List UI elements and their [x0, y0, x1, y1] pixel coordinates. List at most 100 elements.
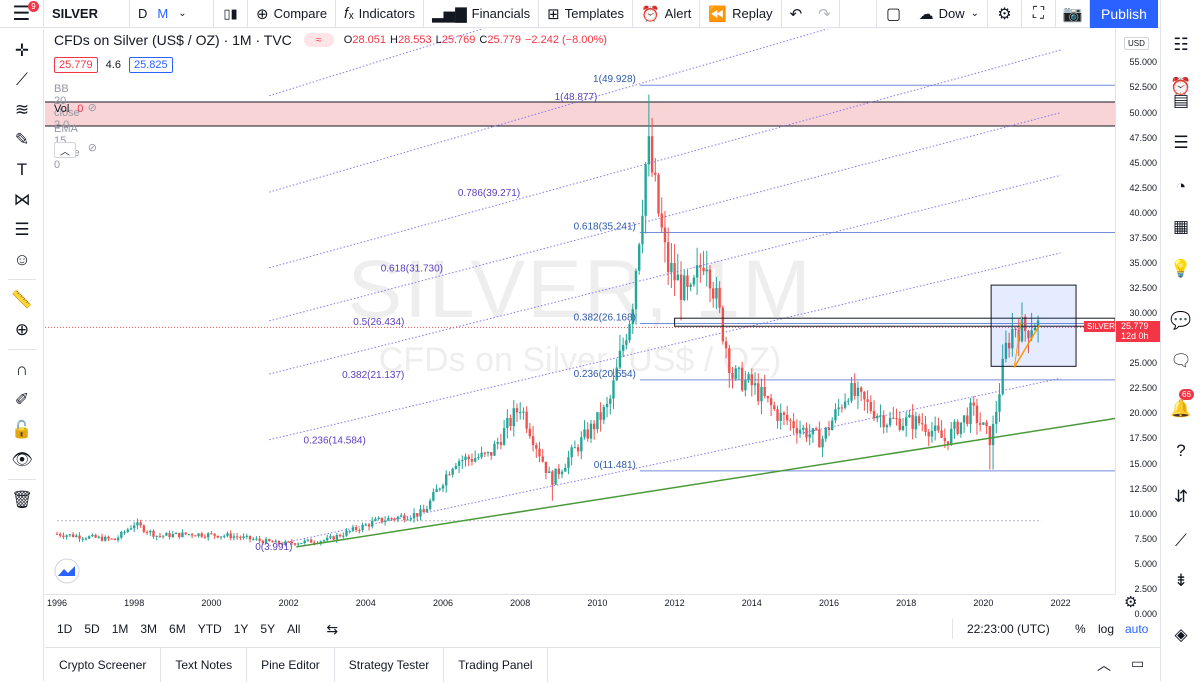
- trend-line-icon[interactable]: ⟋: [16, 70, 28, 89]
- magnet-icon[interactable]: ∩: [15, 360, 29, 379]
- alarm-clock-icon: ⏰: [640, 5, 660, 23]
- watchlist-icon[interactable]: ☷: [1173, 35, 1189, 54]
- symbol-search-button[interactable]: SILVER: [44, 0, 130, 28]
- range-buttons: 1D 5D 1M 3M 6M YTD 1Y 5Y All: [45, 622, 300, 636]
- layout-select-button[interactable]: ▢: [877, 0, 911, 28]
- log-toggle[interactable]: log: [1098, 622, 1115, 636]
- price-axis[interactable]: USD 55.000 52.500 50.000 47.500 45.000 42.500…: [1115, 29, 1161, 619]
- time-axis[interactable]: 1996 1998 2000 2002 2004 2006 2008 2010 2012 2014…: [45, 594, 1115, 612]
- eye-off-icon[interactable]: ⊘: [87, 101, 97, 114]
- order-panel-icon[interactable]: ⇟: [1173, 571, 1189, 590]
- undo-button[interactable]: ↶: [782, 0, 811, 28]
- eye-off-icon[interactable]: ⊘: [87, 141, 97, 154]
- ask-button[interactable]: 25.825: [128, 57, 173, 73]
- bottom-tab-strategy-tester[interactable]: Strategy Tester: [335, 647, 445, 682]
- interval-selector[interactable]: D M ⌄: [130, 0, 214, 28]
- help-icon[interactable]: ?: [1176, 441, 1186, 460]
- streams-icon[interactable]: 🗨: [1170, 351, 1192, 370]
- replay-button[interactable]: ⏪ Replay: [700, 0, 782, 28]
- candle-body: [261, 540, 265, 544]
- financials-button[interactable]: ▂▅▇ Financials: [424, 0, 540, 28]
- range-button-1y[interactable]: 1Y: [233, 622, 249, 636]
- pattern-tool-icon[interactable]: ⋈: [13, 190, 31, 209]
- trash-icon[interactable]: 🗑: [11, 490, 33, 509]
- script-icon[interactable]: ⟋: [1175, 531, 1187, 550]
- range-button-3m[interactable]: 3M: [140, 622, 158, 636]
- chart-style-button[interactable]: ▯▮: [214, 0, 248, 28]
- saved-layout-button[interactable]: ☁ Dow ⌄: [911, 0, 988, 28]
- ruler-icon[interactable]: 📏: [11, 290, 33, 309]
- candle-body: [493, 443, 496, 456]
- range-button-5y[interactable]: 5Y: [260, 622, 276, 636]
- data-window-icon[interactable]: ☰: [1173, 133, 1189, 152]
- lock-drawing-icon[interactable]: ✐: [14, 390, 30, 409]
- volume-indicator-row[interactable]: Vol 0: [54, 103, 83, 115]
- fullscreen-button[interactable]: ⛶: [1022, 0, 1056, 28]
- interval-daily[interactable]: D: [138, 6, 148, 21]
- range-button-5d[interactable]: 5D: [84, 622, 100, 636]
- crosshair-icon[interactable]: ✛: [14, 41, 30, 60]
- dom-icon[interactable]: ⇵: [1173, 487, 1189, 506]
- range-button-6m[interactable]: 6M: [169, 622, 186, 636]
- candle-body: [975, 405, 979, 424]
- layout-name: Dow: [938, 6, 965, 21]
- bottom-tab-pine-editor[interactable]: Pine Editor: [247, 647, 335, 682]
- templates-button[interactable]: ⊞ Templates: [539, 0, 633, 28]
- bottom-tab-text-notes[interactable]: Text Notes: [161, 647, 248, 682]
- chat-icon[interactable]: 💬: [1170, 311, 1192, 330]
- bb-indicator-row[interactable]: BB 20 close 2 0 ⊘: [54, 83, 97, 131]
- layers-icon[interactable]: ◈: [1174, 625, 1188, 644]
- eye-icon[interactable]: 👁: [11, 450, 33, 469]
- range-button-1d[interactable]: 1D: [57, 622, 73, 636]
- time-tick-label: 2014: [741, 598, 762, 608]
- bottom-tab-crypto-screener[interactable]: Crypto Screener: [45, 647, 162, 682]
- candle-body: [71, 534, 75, 538]
- compare-button[interactable]: ⊕ Compare: [248, 0, 337, 28]
- publish-button[interactable]: Publish: [1090, 0, 1158, 28]
- candle-body: [570, 447, 573, 458]
- calendar-icon[interactable]: ▦: [1172, 217, 1190, 236]
- main-menu-button[interactable]: ☰ 9: [0, 0, 44, 28]
- prediction-tool-icon[interactable]: ☰: [14, 220, 30, 239]
- currency-label[interactable]: USD: [1124, 37, 1149, 50]
- range-button-ytd[interactable]: YTD: [197, 622, 222, 636]
- lock-icon[interactable]: 🔓: [11, 420, 33, 439]
- chart-pane[interactable]: SILVER, 1M CFDs on Silver (US$ / OZ) 1(4…: [45, 29, 1115, 594]
- interval-monthly[interactable]: M: [157, 6, 169, 21]
- snapshot-button[interactable]: 📷: [1056, 0, 1090, 28]
- indicators-button[interactable]: 𝑓ₓ Indicators: [336, 0, 425, 28]
- candle-body: [966, 415, 969, 425]
- candle-body: [731, 372, 734, 379]
- percent-toggle[interactable]: %: [1075, 622, 1086, 636]
- text-tool-icon[interactable]: T: [16, 160, 28, 179]
- bottom-tab-trading-panel[interactable]: Trading Panel: [444, 647, 548, 682]
- candle-body: [805, 427, 808, 438]
- redo-button[interactable]: ↷: [810, 0, 840, 28]
- candle-body: [232, 536, 236, 538]
- maximize-panel-icon[interactable]: ▭: [1131, 655, 1145, 671]
- range-button-all[interactable]: All: [287, 622, 301, 636]
- news-icon[interactable]: ▤: [1172, 91, 1190, 110]
- auto-scale-toggle[interactable]: auto: [1125, 622, 1149, 636]
- timezone-clock[interactable]: 22:23:00 (UTC): [967, 622, 1050, 636]
- zoom-in-icon[interactable]: ⊕: [14, 320, 30, 339]
- axis-settings-icon[interactable]: ⚙: [1124, 594, 1138, 611]
- notifications-icon[interactable]: 🔔: [1170, 399, 1192, 418]
- brush-icon[interactable]: ✎: [14, 130, 30, 149]
- collapse-legend-button[interactable]: ︿: [54, 142, 76, 158]
- ideas-icon[interactable]: 💡: [1170, 259, 1192, 278]
- range-button-1m[interactable]: 1M: [111, 622, 129, 636]
- go-to-date-icon[interactable]: ⇆: [326, 620, 339, 637]
- emoji-icon[interactable]: ☺: [13, 250, 31, 269]
- alarm-clock-icon[interactable]: ⏰: [1170, 77, 1192, 96]
- bid-button[interactable]: 25.779: [54, 57, 98, 73]
- alert-button[interactable]: ⏰ Alert: [633, 0, 701, 28]
- fib-tool-icon[interactable]: ≋: [14, 100, 30, 119]
- chevron-up-icon[interactable]: ︿: [1097, 657, 1111, 673]
- hotlist-icon[interactable]: ◔: [1175, 177, 1187, 196]
- legend-toggle-pill[interactable]: ≈: [303, 33, 334, 47]
- series-title[interactable]: CFDs on Silver (US$ / OZ) · 1M · TVC: [54, 32, 292, 48]
- settings-button[interactable]: ⚙: [988, 0, 1022, 28]
- chevron-down-icon[interactable]: ⌄: [178, 8, 187, 19]
- candle-body: [178, 532, 181, 537]
